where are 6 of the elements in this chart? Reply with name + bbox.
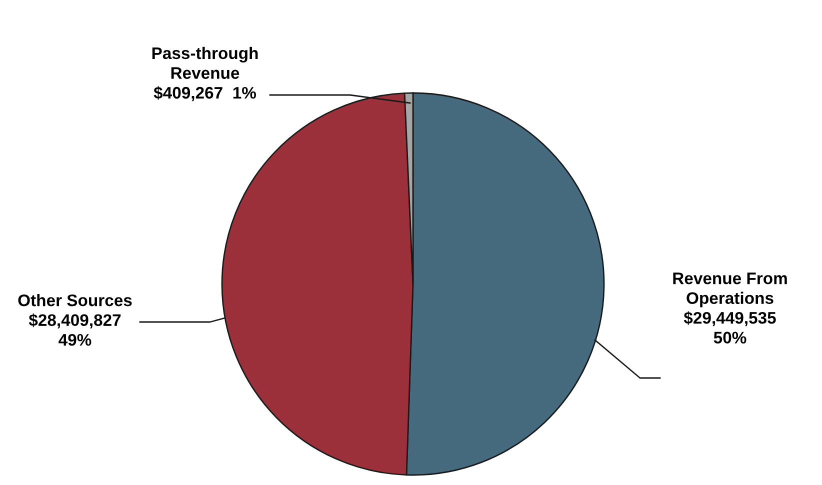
data-label: $409,267 1% [154,86,256,102]
slice-label: Revenue From Operations [673,272,787,308]
slice-label: Other Sources [18,294,132,306]
slice-label: Pass-through Revenue [152,46,258,79]
data-label: $28,409,827 49% [28,313,121,346]
data-label: $29,449,535 50% [684,311,776,344]
